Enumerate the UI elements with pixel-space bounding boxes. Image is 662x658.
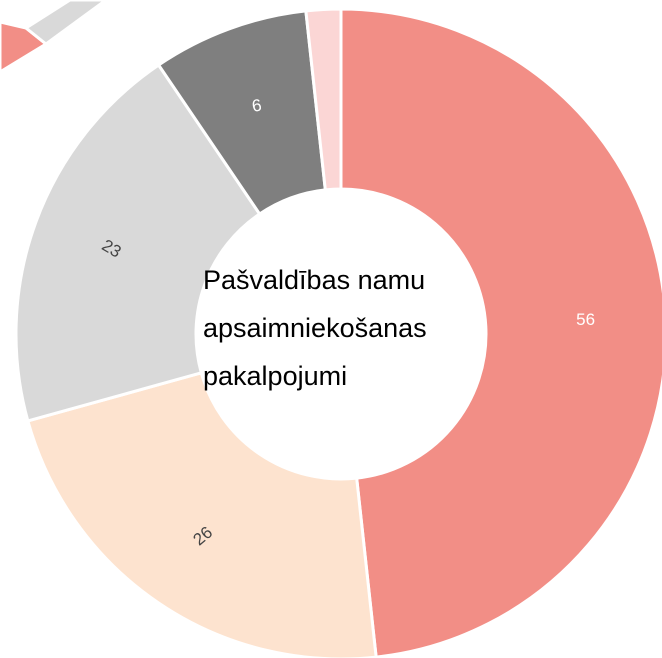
donut-segment xyxy=(304,7,343,192)
data-label: 9 xyxy=(250,95,263,115)
center-label: pakalpojumi xyxy=(203,361,347,391)
donut-segment xyxy=(14,62,262,423)
donut-segment xyxy=(25,370,378,658)
donut-segment xyxy=(339,7,662,658)
center-label: apsaimniekošanas xyxy=(203,313,427,343)
other-chart-segment xyxy=(23,0,109,46)
center-label: Pašvaldības namu xyxy=(203,265,425,295)
data-label: 56 xyxy=(576,310,595,329)
